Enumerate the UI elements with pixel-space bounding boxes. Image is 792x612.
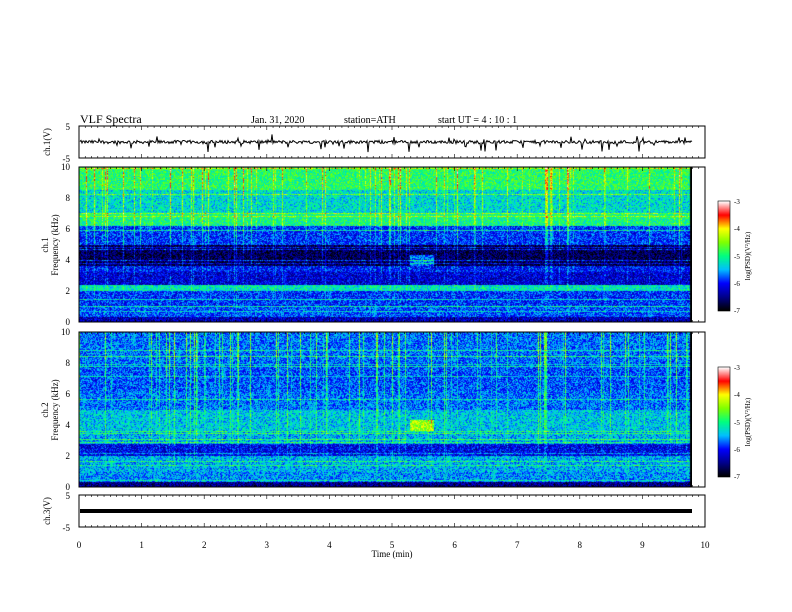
ch2-colorbar-gradient [718,367,730,477]
ch2-colorbar-tick: -7 [734,473,740,481]
ch1-spectrogram-image [79,167,692,322]
ch1-colorbar-tick: -5 [734,253,740,261]
ch1-ytick-4: 4 [66,255,71,265]
ch1-colorbar-tick: -7 [734,307,740,315]
ch1-ytick-2: 2 [66,286,71,296]
time-axis-tick-label: 8 [578,540,583,550]
time-axis-tick-label: 3 [265,540,270,550]
ch1-ytick-bottom: -5 [63,154,71,164]
ch2-colorbar: -3 -4 -5 -6 -7 log(PSD)(V²/Hz) [717,364,752,481]
ch2-ytick-6: 6 [66,389,71,399]
ch1-ytick-8: 8 [66,193,71,203]
ch2-colorbar-tick: -5 [734,419,740,427]
ch1-yticks: 10 8 6 4 2 0 [61,162,71,327]
ch1-waveform-ylabel: ch.1(V) [42,128,52,156]
ch1-colorbar: -3 -4 -5 -6 -7 log(PSD)(V²/Hz) [717,198,752,315]
station-label: station=ATH [344,115,396,126]
time-axis-tick-label: 9 [640,540,645,550]
ch2-colorbar-tick: -4 [734,391,740,399]
time-axis-tick-label: 7 [515,540,520,550]
ch2-colorbar-tick: -3 [734,364,740,372]
ch2-ytick-4: 4 [66,420,71,430]
ch1-colorbar-tick: -6 [734,280,740,288]
ch2-colorbar-label: log(PSD)(V²/Hz) [744,397,752,446]
ch2-colorbar-frame [717,366,731,478]
ch3-waveform-ylabel: ch.3(V) [42,497,52,525]
ch1-colorbar-frame [717,200,731,312]
time-axis-tick-label: 5 [390,540,395,550]
ch1-waveform-panel: 5 -5 ch.1(V) [42,122,706,164]
ch2-colorbar-tick: -6 [734,446,740,454]
ch1-spectrogram-panel: 10 8 6 4 2 0 ch.1 Frequency (kHz) [40,162,706,327]
time-axis-label: Time (min) [372,549,413,559]
ch1-colorbar-tick: -3 [734,198,740,206]
ch2-spectrogram-panel: 10 8 6 4 2 0 ch.2 Frequency (kHz) [40,327,706,492]
ch1-spectrogram-ylabel: ch.1 [40,237,50,252]
time-axis-tick-label: 4 [327,540,332,550]
ch1-colorbar-label: log(PSD)(V²/Hz) [744,231,752,280]
ch2-frequency-ylabel: Frequency (kHz) [50,379,60,440]
ch1-waveform-trace [79,134,693,153]
start-time-label: start UT = 4 : 10 : 1 [438,115,517,126]
time-axis-tick-label: 0 [77,540,82,550]
date-label: Jan. 31, 2020 [251,115,304,126]
ch2-ytick-0: 0 [66,482,71,492]
ch1-colorbar-gradient [718,201,730,311]
ch2-ytick-8: 8 [66,358,71,368]
time-axis-tick-label: 2 [202,540,207,550]
time-axis-ticks: 0 1 2 3 4 5 6 7 8 9 10 [77,126,710,550]
time-axis-tick-label: 10 [701,540,711,550]
ch1-ytick-top: 5 [66,122,71,132]
time-axis-tick-label: 1 [139,540,144,550]
ch1-ytick-0: 0 [66,317,71,327]
ch2-yticks: 10 8 6 4 2 0 [61,327,71,492]
ch2-ytick-2: 2 [66,451,71,461]
ch1-ytick-6: 6 [66,224,71,234]
ch3-waveform-panel: 5 -5 ch.3(V) [42,491,706,533]
ch3-ytick-top: 5 [66,491,71,501]
ch1-ytick-10: 10 [61,162,71,172]
time-axis-tick-label: 6 [452,540,457,550]
ch1-colorbar-tick: -4 [734,225,740,233]
ch2-spectrogram-ylabel: ch.2 [40,402,50,417]
figure-title: VLF Spectra [80,112,142,126]
ch1-frequency-ylabel: Frequency (kHz) [50,214,60,275]
ch2-spectrogram-image [79,332,692,487]
ch2-ytick-10: 10 [61,327,71,337]
ch3-ytick-bottom: -5 [63,523,71,533]
